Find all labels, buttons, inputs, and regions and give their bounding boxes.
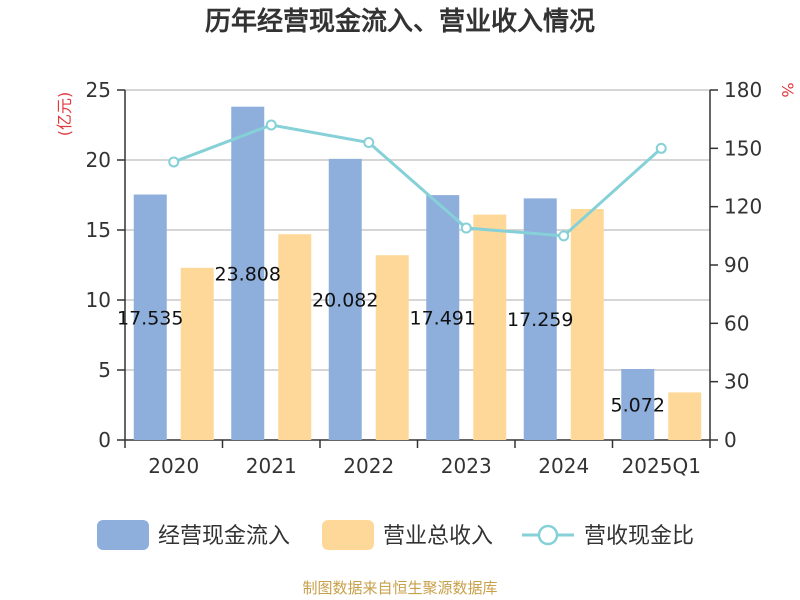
line-series [168,119,667,242]
bar-cash-inflow [328,158,362,441]
line-point [655,142,667,154]
bar-cash-inflow [231,106,265,441]
x-tick-label: 2022 [343,454,394,478]
bar-data-label: 5.072 [611,394,665,416]
source-note: 制图数据来自恒生聚源数据库 [302,579,497,597]
bar-revenue [570,209,604,440]
y-left-unit-label: (亿元) [55,92,74,137]
y-right-tick-label: 120 [724,195,762,219]
y-right-tick-label: 150 [724,136,762,160]
chart-title: 历年经营现金流入、营业收入情况 [205,6,595,37]
bar-series [133,106,702,441]
line-point [460,222,472,234]
bar-data-label: 23.808 [215,263,281,285]
y-right-unit-label: % [778,82,797,97]
x-tick-label: 2025Q1 [622,454,701,478]
bar-cash-inflow [621,368,655,440]
bar-cash-inflow [133,194,167,440]
bar-data-label: 17.259 [507,309,573,331]
bar-data-label: 17.535 [117,307,183,329]
y-right-tick-label: 90 [724,253,749,277]
y-left-tick-label: 0 [98,428,111,452]
bar-revenue [180,267,214,440]
x-tick-label: 2023 [441,454,492,478]
bar-data-label: 17.491 [410,308,476,330]
legend-label-revenue: 营业总收入 [383,524,493,549]
x-tick-label: 2024 [538,454,589,478]
line-point [363,137,375,148]
y-right-tick-label: 60 [724,311,749,335]
bar-cash-inflow [426,195,460,440]
line-ratio [173,123,663,238]
y-left-tick-label: 5 [98,358,111,382]
y-left-tick-label: 20 [86,148,111,172]
bar-data-label: 20.082 [312,289,378,311]
axes: 0 5 10 15 20 25 0 30 60 90 120 150 180 (亿元)% 2020 2021 2… [55,78,797,478]
x-tick-label: 2021 [246,454,297,478]
y-right-tick-label: 180 [724,78,762,102]
data-labels: 17.535 23.808 20.082 17.491 17.259 5.072 [117,263,665,416]
y-right-tick-label: 0 [724,428,737,452]
legend-marker-ratio [537,524,559,546]
bar-revenue [278,234,312,440]
legend-swatch-cash-inflow [97,520,149,550]
legend-swatch-revenue [322,520,374,550]
bar-revenue [668,392,702,440]
x-tick-label: 2020 [148,454,199,478]
legend-label-cash-inflow: 经营现金流入 [158,524,290,549]
y-right-tick-label: 30 [724,370,749,394]
bar-revenue [375,255,409,440]
line-point [558,230,570,242]
legend: 经营现金流入 营业总收入 营收现金比 [97,520,694,550]
y-left-tick-label: 10 [86,288,111,312]
y-left-tick-label: 15 [86,218,111,242]
bar-revenue [473,214,507,440]
grid-lines [125,89,710,371]
bar-cash-inflow [523,198,557,440]
legend-label-ratio: 营收现金比 [584,524,694,549]
line-point [265,119,277,131]
line-point [168,156,180,168]
y-left-tick-label: 25 [86,78,111,102]
